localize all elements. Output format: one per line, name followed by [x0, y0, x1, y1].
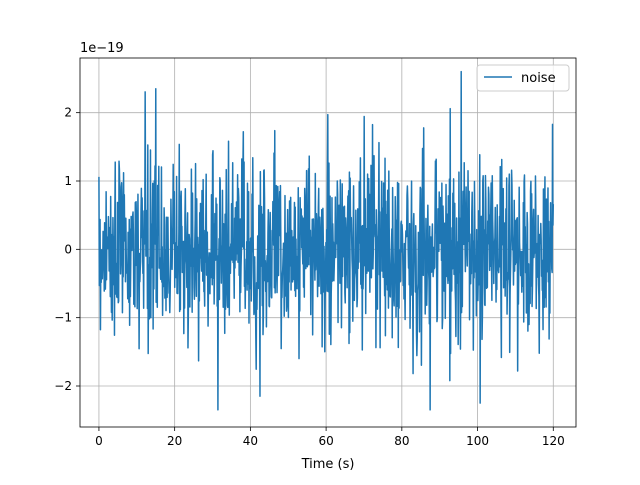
y-tick-label: −2: [54, 379, 72, 393]
series-layer: [98, 70, 555, 411]
x-tick-label: 20: [167, 434, 182, 448]
legend-label-noise: noise: [521, 71, 556, 86]
series-line-noise: [98, 70, 555, 411]
x-axis-label: Time (s): [301, 457, 355, 472]
x-tick-label: 80: [394, 434, 409, 448]
y-axis-ticks: −2 −1 0 1 2: [54, 106, 80, 393]
plot-frame: [79, 57, 577, 428]
legend-box: [476, 64, 570, 92]
x-tick-label: 120: [542, 434, 565, 448]
y-tick-label: −1: [54, 311, 72, 325]
x-tick-label: 40: [243, 434, 258, 448]
x-tick-label: 100: [466, 434, 489, 448]
legend: noise: [476, 64, 570, 92]
x-tick-label: 0: [95, 434, 103, 448]
y-axis-scale-note: 1e−19: [80, 41, 124, 56]
y-tick-label: 0: [64, 242, 72, 256]
x-tick-label: 60: [318, 434, 333, 448]
y-tick-label: 1: [64, 174, 72, 188]
x-axis-ticks: 0 20 40 60 80 100 120: [95, 427, 565, 448]
y-tick-label: 2: [64, 106, 72, 120]
